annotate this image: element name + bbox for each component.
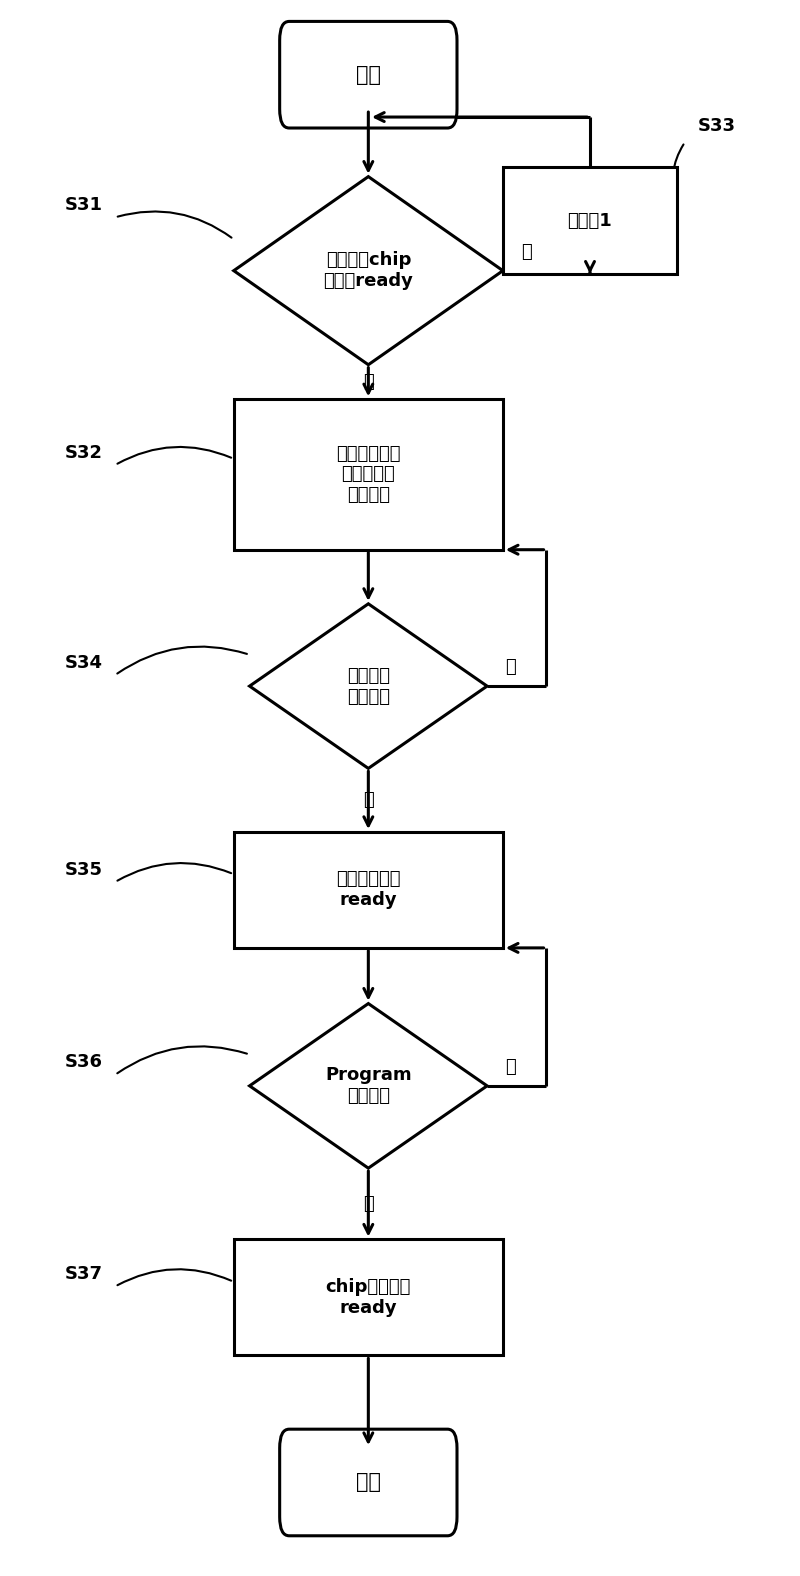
Text: 否: 否	[506, 659, 516, 676]
Polygon shape	[250, 604, 487, 769]
Text: S37: S37	[64, 1266, 102, 1283]
Text: S32: S32	[64, 443, 102, 462]
Text: 通道状态变为
ready: 通道状态变为 ready	[336, 870, 401, 909]
Bar	[234, 832, 503, 947]
FancyBboxPatch shape	[280, 1429, 457, 1535]
Text: 令牌所在chip
状态为ready: 令牌所在chip 状态为ready	[323, 251, 414, 290]
Bar	[503, 167, 677, 274]
Text: 从写请求队列
摘下一个请
求，响应: 从写请求队列 摘下一个请 求，响应	[336, 444, 401, 504]
Text: 是: 是	[363, 1195, 374, 1214]
Text: S31: S31	[64, 195, 102, 214]
Text: chip状态变为
ready: chip状态变为 ready	[326, 1278, 411, 1318]
Text: 否: 否	[506, 1057, 516, 1076]
Polygon shape	[234, 177, 503, 364]
Text: 令牌加1: 令牌加1	[568, 211, 612, 230]
Text: 是: 是	[363, 791, 374, 808]
Text: 开始: 开始	[356, 65, 381, 85]
Text: S33: S33	[698, 118, 736, 136]
Bar	[234, 1239, 503, 1355]
Polygon shape	[250, 1004, 487, 1168]
Bar	[234, 399, 503, 550]
Text: S35: S35	[64, 860, 102, 878]
Text: 结束: 结束	[356, 1472, 381, 1492]
Text: S36: S36	[64, 1053, 102, 1072]
Text: Program
是否完成: Program 是否完成	[325, 1067, 412, 1105]
Text: 数据传输
是否完成: 数据传输 是否完成	[347, 667, 390, 706]
Text: S34: S34	[64, 654, 102, 671]
FancyBboxPatch shape	[280, 22, 457, 128]
Text: 是: 是	[363, 374, 374, 391]
Text: 否: 否	[522, 243, 532, 262]
